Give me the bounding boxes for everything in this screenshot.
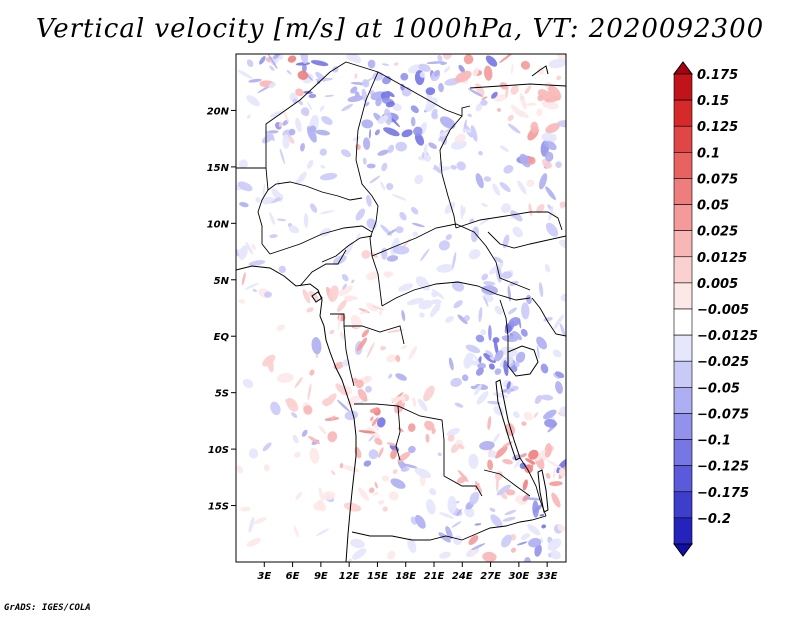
colorbar-swatch [673, 517, 693, 545]
colorbar-label: 0.15 [697, 94, 729, 109]
colorbar-label: −0.0125 [697, 329, 758, 344]
lat-tick-label: 5S [215, 389, 229, 400]
colorbar: 0.175 0.15 0.125 0.1 0.075 0.05 0.025 0.0125 0.0… [673, 61, 758, 557]
lon-tick-label: 18E [395, 571, 416, 582]
grads-credit: GrADS: IGES/COLA [4, 603, 91, 613]
colorbar-label: 0.05 [697, 199, 729, 214]
colorbar-swatch [673, 465, 693, 493]
colorbar-swatch [673, 439, 693, 466]
colorbar-swatch [673, 334, 693, 362]
colorbar-label: −0.2 [697, 512, 731, 527]
colorbar-swatch [673, 99, 693, 127]
colorbar-label: −0.1 [697, 434, 731, 449]
lon-tick-label: 6E [286, 571, 300, 582]
lon-tick-label: 24E [452, 571, 473, 582]
colorbar-swatch [673, 230, 693, 258]
colorbar-label: −0.125 [697, 460, 749, 475]
colorbar-swatch [673, 282, 693, 310]
colorbar-label: −0.005 [697, 303, 749, 318]
chart-title: Vertical velocity [m/s] at 1000hPa, VT: … [35, 14, 765, 44]
lon-tick-label: 30E [508, 571, 529, 582]
lat-tick-label: 5N [214, 276, 230, 287]
colorbar-swatch [673, 178, 693, 205]
lon-tick-label: 9E [314, 571, 328, 582]
lon-tick-label: 27E [480, 571, 501, 582]
lat-tick-label: EQ [214, 332, 230, 343]
colorbar-label: −0.025 [697, 355, 749, 370]
lat-tick-label: 15S [208, 502, 229, 513]
colorbar-label: 0.075 [697, 172, 738, 187]
colorbar-label: 0.025 [697, 225, 738, 240]
colorbar-swatch [673, 152, 693, 179]
colorbar-label: 0.1 [697, 146, 720, 161]
colorbar-label: −0.05 [697, 381, 740, 396]
colorbar-swatch [673, 256, 693, 284]
lat-tick-label: 10N [207, 219, 230, 230]
map-frame [235, 53, 567, 563]
colorbar-swatch [673, 491, 693, 519]
colorbar-swatch [673, 360, 693, 388]
lon-tick-label: 3E [257, 571, 271, 582]
lat-tick-label: 20N [207, 106, 230, 117]
colorbar-swatch [673, 413, 693, 440]
colorbar-swatch [673, 387, 693, 414]
colorbar-label: 0.175 [697, 68, 738, 83]
colorbar-label: 0.125 [697, 120, 738, 135]
lat-tick-label: 10S [208, 445, 229, 456]
colorbar-swatch [673, 125, 693, 153]
country-borders [236, 61, 566, 541]
colorbar-top-arrow [673, 61, 693, 75]
colorbar-label: 0.005 [697, 277, 738, 292]
colorbar-label: −0.075 [697, 407, 749, 422]
lat-tick-label: 15N [207, 163, 230, 174]
coastlines-and-borders [236, 65, 566, 562]
map-axes: 3E 6E 9E 12E 15E 18E 21E 24E 27E 30E 33E 20N 15N 10N 5… [207, 106, 558, 582]
colorbar-bottom-arrow [673, 543, 693, 557]
colorbar-label: −0.175 [697, 486, 749, 501]
lon-tick-label: 15E [367, 571, 388, 582]
lon-tick-label: 33E [537, 571, 558, 582]
colorbar-swatch [673, 308, 693, 336]
colorbar-label: 0.0125 [697, 251, 747, 266]
colorbar-swatch [673, 73, 693, 101]
velocity-field [236, 54, 566, 562]
lon-tick-label: 12E [339, 571, 360, 582]
colorbar-swatch [673, 204, 693, 231]
lon-tick-label: 21E [424, 571, 445, 582]
